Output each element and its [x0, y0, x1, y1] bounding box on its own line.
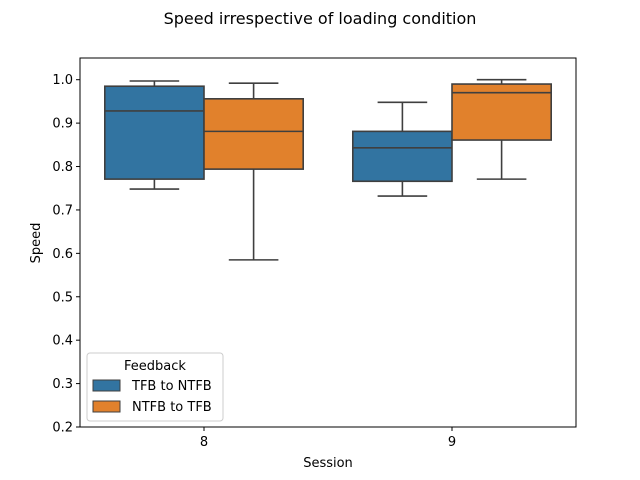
x-axis-label: Session: [303, 456, 353, 471]
x-tick-label: 9: [448, 435, 456, 450]
box-rect: [351, 130, 453, 183]
box-rect: [104, 85, 205, 180]
x-tick-label: 8: [200, 435, 208, 450]
y-tick-label: 0.6: [52, 247, 73, 262]
chart-title: Speed irrespective of loading condition: [164, 9, 477, 28]
box-group: [203, 82, 304, 261]
legend-title: Feedback: [124, 359, 186, 374]
plot-area: [104, 78, 552, 261]
y-tick-label: 0.2: [52, 421, 73, 436]
box-group: [104, 80, 205, 190]
y-tick-label: 0.3: [52, 377, 73, 392]
legend-frame: [86, 352, 224, 422]
legend-entry-label: NTFB to TFB: [132, 400, 212, 415]
legend-entry-label: TFB to NTFB: [131, 379, 212, 394]
plot-frame: [79, 57, 577, 428]
y-axis: 0.2 0.3 0.4 0.5 0.6 0.7 0.8 0.9 1.0: [52, 73, 80, 436]
y-tick-label: 0.9: [52, 117, 73, 132]
y-tick-label: 0.5: [52, 290, 73, 305]
y-tick-label: 0.7: [52, 203, 73, 218]
y-axis-label: Speed: [29, 223, 44, 264]
legend: Feedback TFB to NTFB NTFB to TFB: [86, 352, 224, 422]
box-group: [351, 101, 453, 197]
legend-swatch: [92, 400, 121, 413]
legend-swatch: [92, 379, 121, 392]
y-tick-label: 1.0: [52, 73, 73, 88]
y-tick-label: 0.4: [52, 334, 73, 349]
box-rect: [203, 98, 304, 170]
box-group: [451, 78, 552, 180]
y-tick-label: 0.8: [52, 160, 73, 175]
